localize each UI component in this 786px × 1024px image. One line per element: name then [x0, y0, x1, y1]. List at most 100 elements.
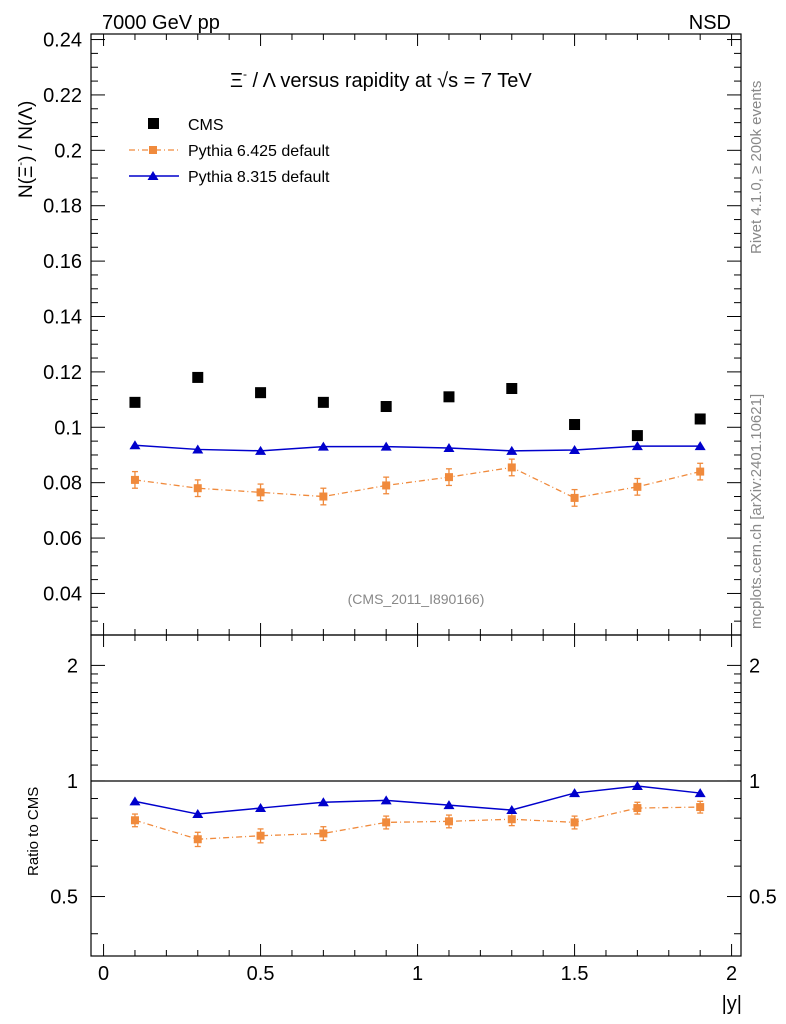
cms-point [443, 391, 455, 403]
pythia8-point [129, 440, 141, 450]
legend-pythia6-label: Pythia 6.425 default [188, 143, 330, 160]
legend-pythia8-marker [147, 171, 159, 180]
ratio-tick-label-right: 2 [749, 655, 760, 677]
title-sqrt: √ [437, 70, 448, 92]
pythia8-point [631, 441, 643, 451]
y-tick-label: 0.08 [43, 473, 82, 495]
pythia8-point [569, 444, 581, 454]
ylabel-a: N(Ξ [16, 166, 37, 198]
ratio-tick-label-left: 2 [67, 655, 78, 677]
legend-cms-marker [148, 118, 159, 129]
ratio-tick-label-left: 0.5 [50, 887, 78, 909]
pythia8-point [192, 444, 204, 454]
title-mid: / Λ versus rapidity at [247, 70, 437, 92]
chart-title: Ξ- / Λ versus rapidity at √s = 7 TeV [230, 67, 532, 92]
y-tick-label: 0.2 [54, 140, 82, 162]
pythia6-point [256, 488, 265, 497]
x-tick-label: 0.5 [247, 963, 275, 985]
analysis-id: (CMS_2011_I890166) [348, 591, 485, 607]
legend-pythia6-marker [149, 146, 157, 154]
x-tick-label: 0 [98, 963, 109, 985]
pythia8-ratio-point [443, 800, 455, 810]
pythia8-point [255, 445, 267, 455]
cms-point [569, 419, 581, 431]
y-tick-label: 0.14 [43, 306, 82, 328]
pythia6-point [319, 492, 328, 501]
y-tick-label: 0.22 [43, 85, 82, 107]
legend: CMS Pythia 6.425 default Pythia 8.315 de… [129, 117, 330, 186]
y-tick-label: 0.16 [43, 251, 82, 273]
pythia8-ratio-point [255, 803, 267, 813]
pythia6-ratio-point [444, 817, 453, 826]
pythia6-point [130, 475, 139, 484]
ratio-tick-label-right: 0.5 [749, 887, 777, 909]
header-left: 7000 GeV pp [102, 12, 220, 34]
pythia8-ratio-point [631, 781, 643, 791]
cms-point [506, 383, 518, 395]
pythia6-point [444, 473, 453, 482]
pythia8-ratio-point [192, 809, 204, 819]
pythia8-ratio-point [129, 796, 141, 806]
pythia6-point [633, 482, 642, 491]
pythia8-ratio-point [569, 788, 581, 798]
ylabel-sup: - [15, 162, 27, 166]
cms-point [192, 371, 204, 383]
cms-point [255, 387, 267, 399]
pythia8-ratio-point [506, 805, 518, 815]
pythia8-ratio-point [317, 797, 329, 807]
header-right: NSD [689, 12, 731, 34]
axes-group: 0 0.5 1 1.5 2 0.04 0.06 0.08 0.1 0.12 0.14 0.16 0.18… [43, 30, 777, 985]
ratio-frame [90, 634, 742, 957]
pythia8-ratio-point [694, 788, 706, 798]
pythia6-ratio-point [319, 829, 328, 838]
y-tick-label: 0.06 [43, 528, 82, 550]
cms-point [694, 413, 706, 425]
pythia8-line [134, 444, 701, 452]
pythia6-point [507, 463, 516, 472]
pythia8-point [506, 445, 518, 455]
pythia6-point [696, 467, 705, 476]
y-tick-label: 0.12 [43, 362, 82, 384]
title-xi: Ξ [230, 70, 243, 92]
pythia6-point [382, 481, 391, 490]
y-tick-label: 0.1 [54, 417, 82, 439]
x-axis-label: |y| [722, 993, 742, 1015]
pythia6-ratio-point [130, 816, 139, 825]
x-tick-label: 1.5 [561, 963, 589, 985]
pythia6-point [570, 493, 579, 502]
pythia6-ratio-point [193, 835, 202, 844]
pythia8-point [317, 441, 329, 451]
marks-group [129, 371, 706, 848]
mcplots-label: mcplots.cern.ch [arXiv:2401.10621] [748, 394, 765, 629]
ratio-tick-label-right: 1 [749, 771, 760, 793]
cms-point [317, 396, 329, 408]
title-sup: - [243, 67, 247, 81]
y-tick-label: 0.18 [43, 196, 82, 218]
pythia8-point [443, 443, 455, 453]
x-tick-label: 1 [412, 963, 423, 985]
ratio-tick-label-left: 1 [67, 771, 78, 793]
pythia6-ratio-point [570, 818, 579, 827]
pythia6-ratio-point [382, 818, 391, 827]
pythia6-ratio-point [507, 815, 516, 824]
pythia6-line [134, 466, 701, 499]
pythia8-point [694, 441, 706, 451]
y-tick-label: 0.24 [43, 30, 82, 52]
ylabel-b: ) / N(Λ) [16, 101, 37, 162]
legend-cms-label: CMS [188, 117, 224, 134]
y-tick-label: 0.04 [43, 583, 82, 605]
cms-point [380, 401, 392, 413]
pythia6-point [193, 484, 202, 493]
ratio-y-axis-label: Ratio to CMS [25, 787, 42, 876]
cms-point [631, 430, 643, 442]
pythia6-ratio-point [256, 831, 265, 840]
pythia8-ratio-line [134, 785, 701, 815]
legend-pythia8-label: Pythia 8.315 default [188, 169, 330, 186]
pythia8-point [380, 441, 392, 451]
pythia6-ratio-point [633, 804, 642, 813]
y-axis-label: N(Ξ-) / N(Λ) [15, 101, 37, 198]
pythia6-ratio-point [696, 803, 705, 812]
pythia6-ratio-line [134, 806, 701, 840]
